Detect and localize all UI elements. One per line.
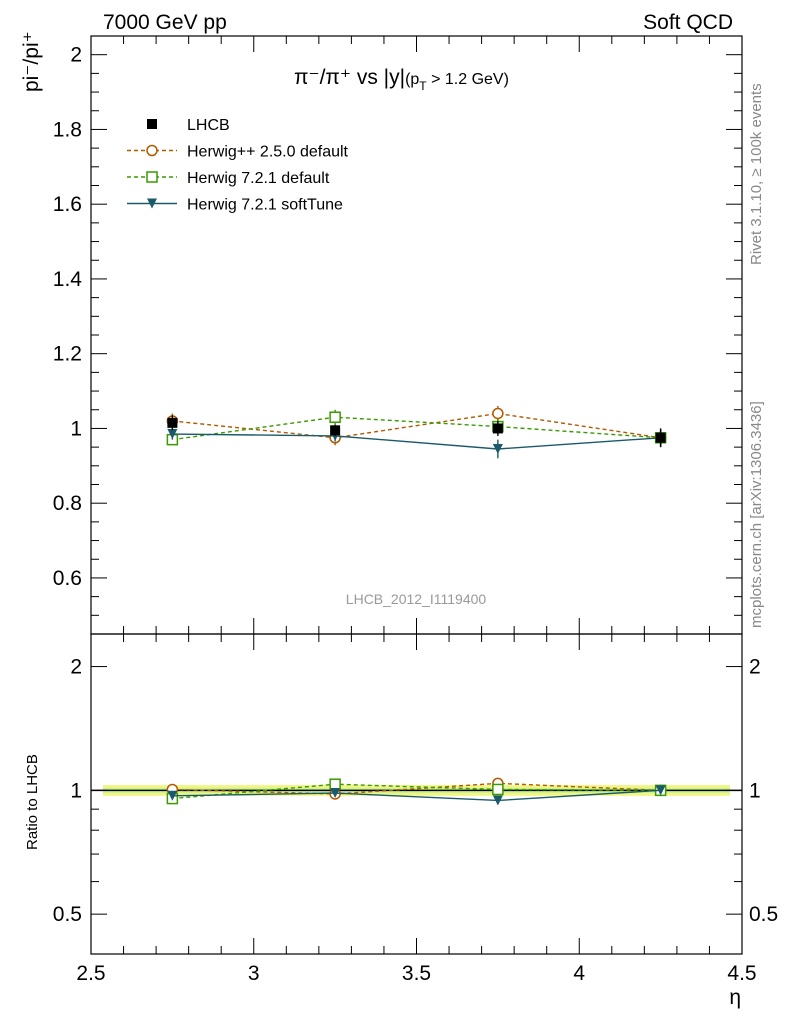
data-point-herwig-7-2-1-softtune [492, 443, 503, 454]
ratio-line-herwig-2-5-0-default [172, 782, 661, 795]
data-point-herwig-7-2-1-softtune [167, 429, 178, 440]
plot-title: π⁻/π⁺ vs |y|(pT > 1.2 GeV) [294, 66, 509, 93]
ratio-plot-area [91, 777, 742, 806]
ratio-ylabel: Ratio to LHCB [24, 754, 41, 850]
ratio-ytick-label-right: 0.5 [749, 903, 778, 926]
ratio-point-herwig-7-2-1-softtune [167, 790, 178, 801]
main-ytick-label: 1.8 [53, 118, 82, 141]
energy-label: 7000 GeV pp [103, 11, 227, 34]
legend-label-herwig-7-2-1-softtune: Herwig 7.2.1 softTune [187, 197, 343, 214]
main-ytick-label: 1 [70, 417, 82, 440]
ratio-point-herwig-7-2-1-softtune [330, 788, 341, 799]
ratio-point-herwig-7-2-1-softtune [655, 785, 666, 796]
data-point-herwig-2-5-0-default [492, 407, 504, 420]
legend-label-herwig-2-5-0-default: Herwig++ 2.5.0 default [187, 144, 349, 161]
legend-label-herwig-7-2-1-default: Herwig 7.2.1 default [187, 170, 330, 187]
ratio-line-herwig-7-2-1-softtune [172, 789, 661, 802]
legend-marker-lhcb [147, 119, 157, 129]
mcplots-label: mcplots.cern.ch [arXiv:1306.3436] [748, 401, 765, 628]
legend-label-lhcb: LHCB [187, 117, 230, 134]
legend-marker-herwig-7-2-1-default [146, 171, 158, 183]
main-ytick-label: 2 [70, 44, 82, 67]
ratio-ytick-label: 1 [70, 779, 82, 802]
main-ytick-label: 0.6 [53, 567, 82, 590]
ratio-ytick-label-right: 1 [749, 779, 761, 802]
xtick-label: 3 [248, 962, 260, 985]
data-point-lhcb [492, 423, 503, 434]
data-point-herwig-7-2-1-default [329, 411, 341, 423]
xlabel: η [729, 986, 741, 1009]
main-plot-area [166, 406, 667, 459]
legend-marker-herwig-7-2-1-softtune [147, 198, 157, 209]
data-point-lhcb [167, 417, 178, 428]
series-line-herwig-7-2-1-softtune [172, 433, 661, 450]
series-line-herwig-2-5-0-default [172, 412, 661, 439]
main-ytick-label: 1.4 [53, 268, 83, 291]
legend: LHCB Herwig++ 2.5.0 default Herwig 7.2.1 d… [127, 117, 349, 214]
axes: 0.6 0.8 1 1.2 1.4 1.6 1.8 2 2.5 3 3.5 4 4.5 0.5 0.5 1 1 2… [53, 36, 778, 985]
process-label: Soft QCD [643, 11, 733, 34]
ratio-ytick-label-right: 2 [749, 656, 761, 679]
main-ytick-label: 1.2 [53, 343, 82, 366]
main-ylabel: pi⁻/pi⁺ [20, 31, 43, 92]
ratio-point-herwig-7-2-1-default [329, 778, 341, 790]
data-point-lhcb [330, 425, 341, 436]
analysis-watermark: LHCB_2012_I1119400 [346, 591, 487, 607]
ratio-line-herwig-7-2-1-default [172, 783, 661, 800]
data-point-lhcb [655, 432, 666, 443]
xtick-label: 4.5 [727, 962, 756, 985]
main-ytick-label: 0.8 [53, 492, 82, 515]
ratio-ytick-label: 0.5 [53, 903, 82, 926]
ratio-ytick-label: 2 [70, 656, 82, 679]
xtick-label: 2.5 [76, 962, 105, 985]
legend-marker-herwig-2-5-0-default [146, 144, 158, 157]
xtick-label: 4 [573, 962, 585, 985]
ratio-point-herwig-7-2-1-default [492, 783, 504, 796]
ratio-point-herwig-7-2-1-softtune [492, 795, 503, 806]
rivet-version-label: Rivet 3.1.10, ≥ 100k events [748, 83, 765, 265]
xtick-label: 3.5 [402, 962, 431, 985]
main-ytick-label: 1.6 [53, 193, 82, 216]
series-line-herwig-7-2-1-default [172, 416, 661, 441]
